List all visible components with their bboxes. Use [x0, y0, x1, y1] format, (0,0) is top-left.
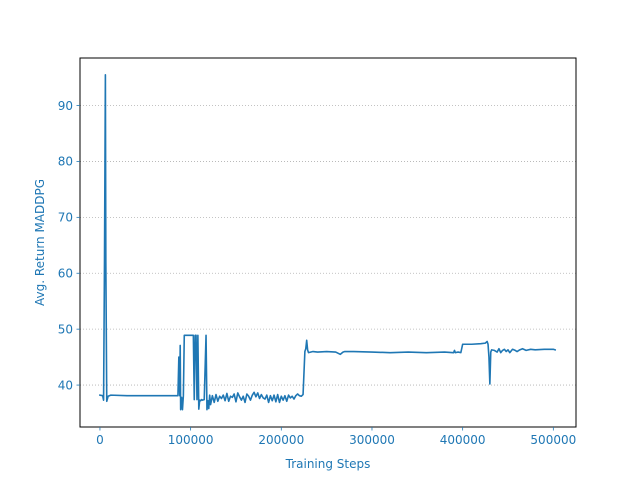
series-line — [99, 73, 557, 411]
x-tick-label: 0 — [96, 433, 104, 447]
y-tick-label: 40 — [58, 378, 73, 392]
x-tick-label: 300000 — [349, 433, 395, 447]
y-tick-label: 70 — [58, 211, 73, 225]
x-tick-label: 400000 — [440, 433, 486, 447]
y-tick-label: 80 — [58, 155, 73, 169]
series-layer — [99, 73, 557, 411]
x-tick-label: 500000 — [530, 433, 576, 447]
plot-frame — [79, 57, 577, 428]
x-tick-label: 100000 — [168, 433, 214, 447]
y-tick-label: 90 — [58, 99, 73, 113]
y-axis-label: Avg. Return MADDPG — [33, 179, 47, 306]
x-axis-label: Training Steps — [285, 457, 371, 471]
y-tick-label: 50 — [58, 322, 73, 336]
y-tick-label: 60 — [58, 267, 73, 281]
tick-layer: 40 50 60 70 80 90 0 100000 200000 300000 400000 500… — [58, 99, 577, 447]
x-tick-label: 200000 — [258, 433, 304, 447]
